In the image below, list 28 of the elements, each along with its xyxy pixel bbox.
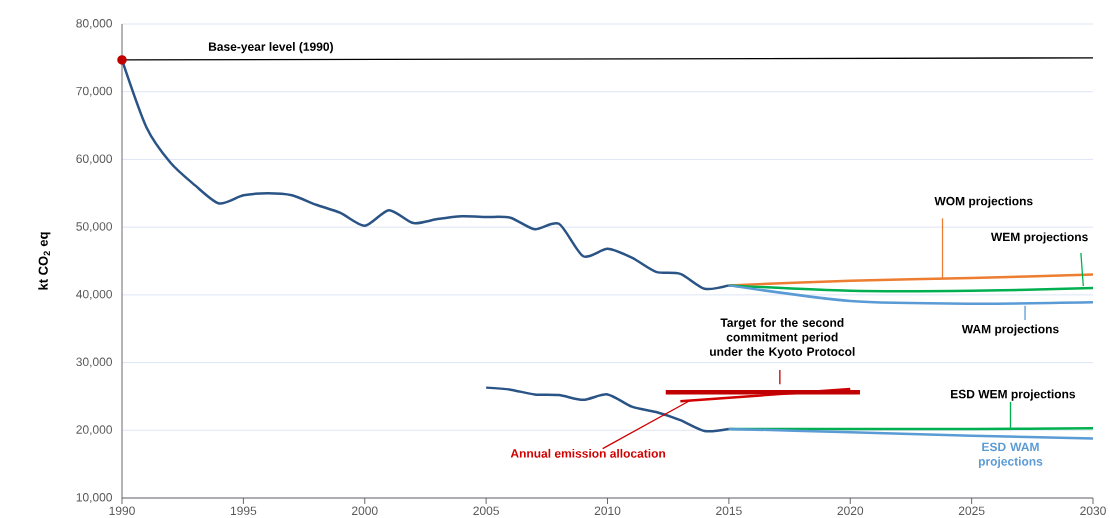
y-tick-label: 30,000 [76,357,113,368]
legend-label: WAM projections [961,324,1059,336]
x-tick-label: 2025 [958,506,985,516]
y-tick-label: 70,000 [76,86,113,97]
line-series [484,386,731,433]
y-tick-label: 10,000 [76,493,113,503]
series-label: ESD WAM projections [978,442,1043,469]
y-tick-label: 60,000 [76,154,113,165]
text: ESD WEM projections [951,389,1076,401]
x-tick-label: 2020 [837,506,864,516]
line-series [727,427,1095,440]
x-tick-label: 2030 [1080,506,1106,516]
y-axis-title: kt CO$_{2}$ eq [38,232,51,290]
y-tick-label: 20,000 [76,425,113,436]
text: WEM projections [990,232,1088,244]
x-tick-label: 2015 [716,506,742,516]
x-tick-label: 1995 [230,506,257,516]
x-tick-label: 2010 [594,506,621,516]
text: Annual emission allocation [510,448,666,458]
y-tick-label: 80,000 [76,19,113,29]
y-tick-label: 50,000 [76,222,113,233]
text: Target for the second commitment period under the Kyoto Protocol [710,318,855,359]
x-tick-label: 1990 [109,506,135,516]
x-tick-label: 2005 [473,506,499,516]
y-tick-label: 40,000 [76,289,113,300]
series-label: Base-year level (1990) [208,42,333,54]
x-tick-label: 2000 [352,506,378,516]
text: WOM projections [934,196,1033,208]
